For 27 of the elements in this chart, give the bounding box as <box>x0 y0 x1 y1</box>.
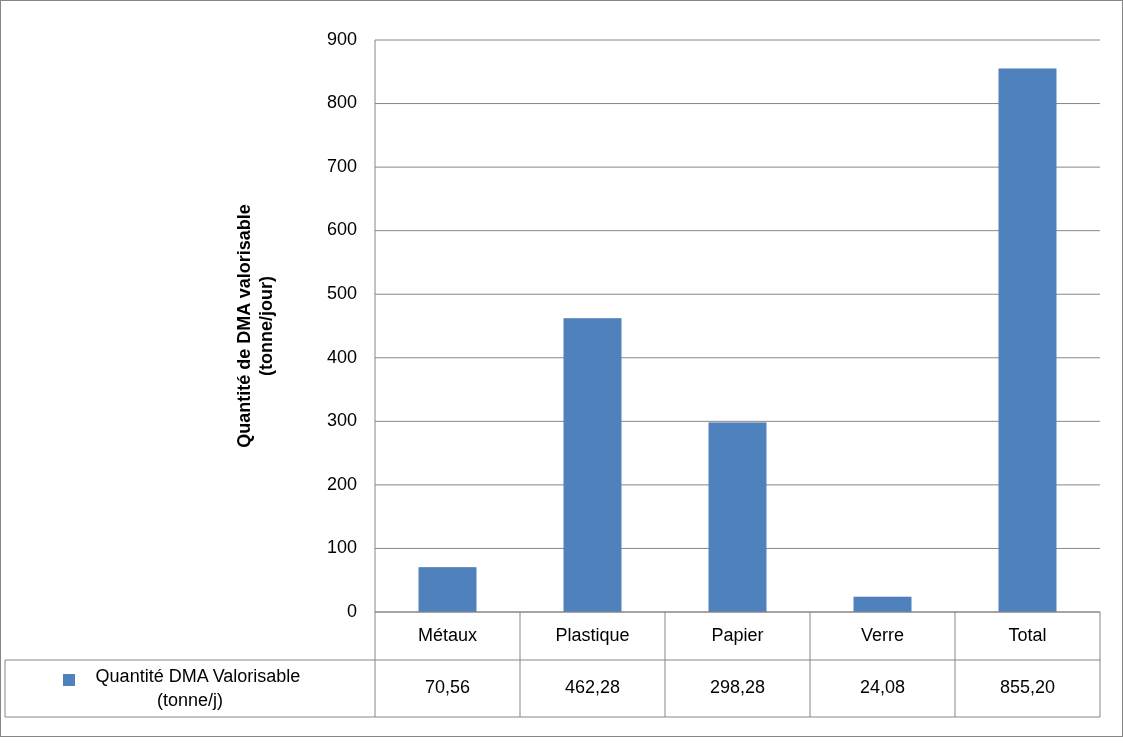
y-tick-label: 600 <box>326 219 357 240</box>
x-tick-label: Papier <box>711 624 764 645</box>
x-tick-label: Métaux <box>417 624 478 645</box>
data-label: 298,28 <box>709 677 766 698</box>
y-tick-label: 300 <box>326 410 357 431</box>
bar <box>563 318 622 612</box>
data-label: 855,20 <box>999 677 1056 698</box>
x-tick-label: Plastique <box>555 624 630 645</box>
bar <box>418 567 477 612</box>
bar <box>998 68 1057 612</box>
bar <box>708 422 767 612</box>
data-label: 24,08 <box>859 677 906 698</box>
y-tick-label: 0 <box>346 600 357 621</box>
y-axis-title: Quantité de DMA valorisable (tonne/jour) <box>234 204 276 448</box>
x-tick-label: Verre <box>860 624 905 645</box>
y-tick-label: 900 <box>326 28 357 49</box>
bar <box>853 596 912 612</box>
y-tick-label: 700 <box>326 155 357 176</box>
y-tick-label: 100 <box>326 537 357 558</box>
y-tick-label: 500 <box>326 282 357 303</box>
y-tick-label: 400 <box>326 346 357 367</box>
legend-label: Quantité DMA Valorisable (tonne/j) <box>95 666 301 710</box>
data-label: 70,56 <box>424 677 471 698</box>
y-tick-label: 800 <box>326 92 357 113</box>
x-tick-label: Total <box>1008 624 1047 645</box>
y-tick-label: 200 <box>326 473 357 494</box>
data-label: 462,28 <box>564 677 621 698</box>
